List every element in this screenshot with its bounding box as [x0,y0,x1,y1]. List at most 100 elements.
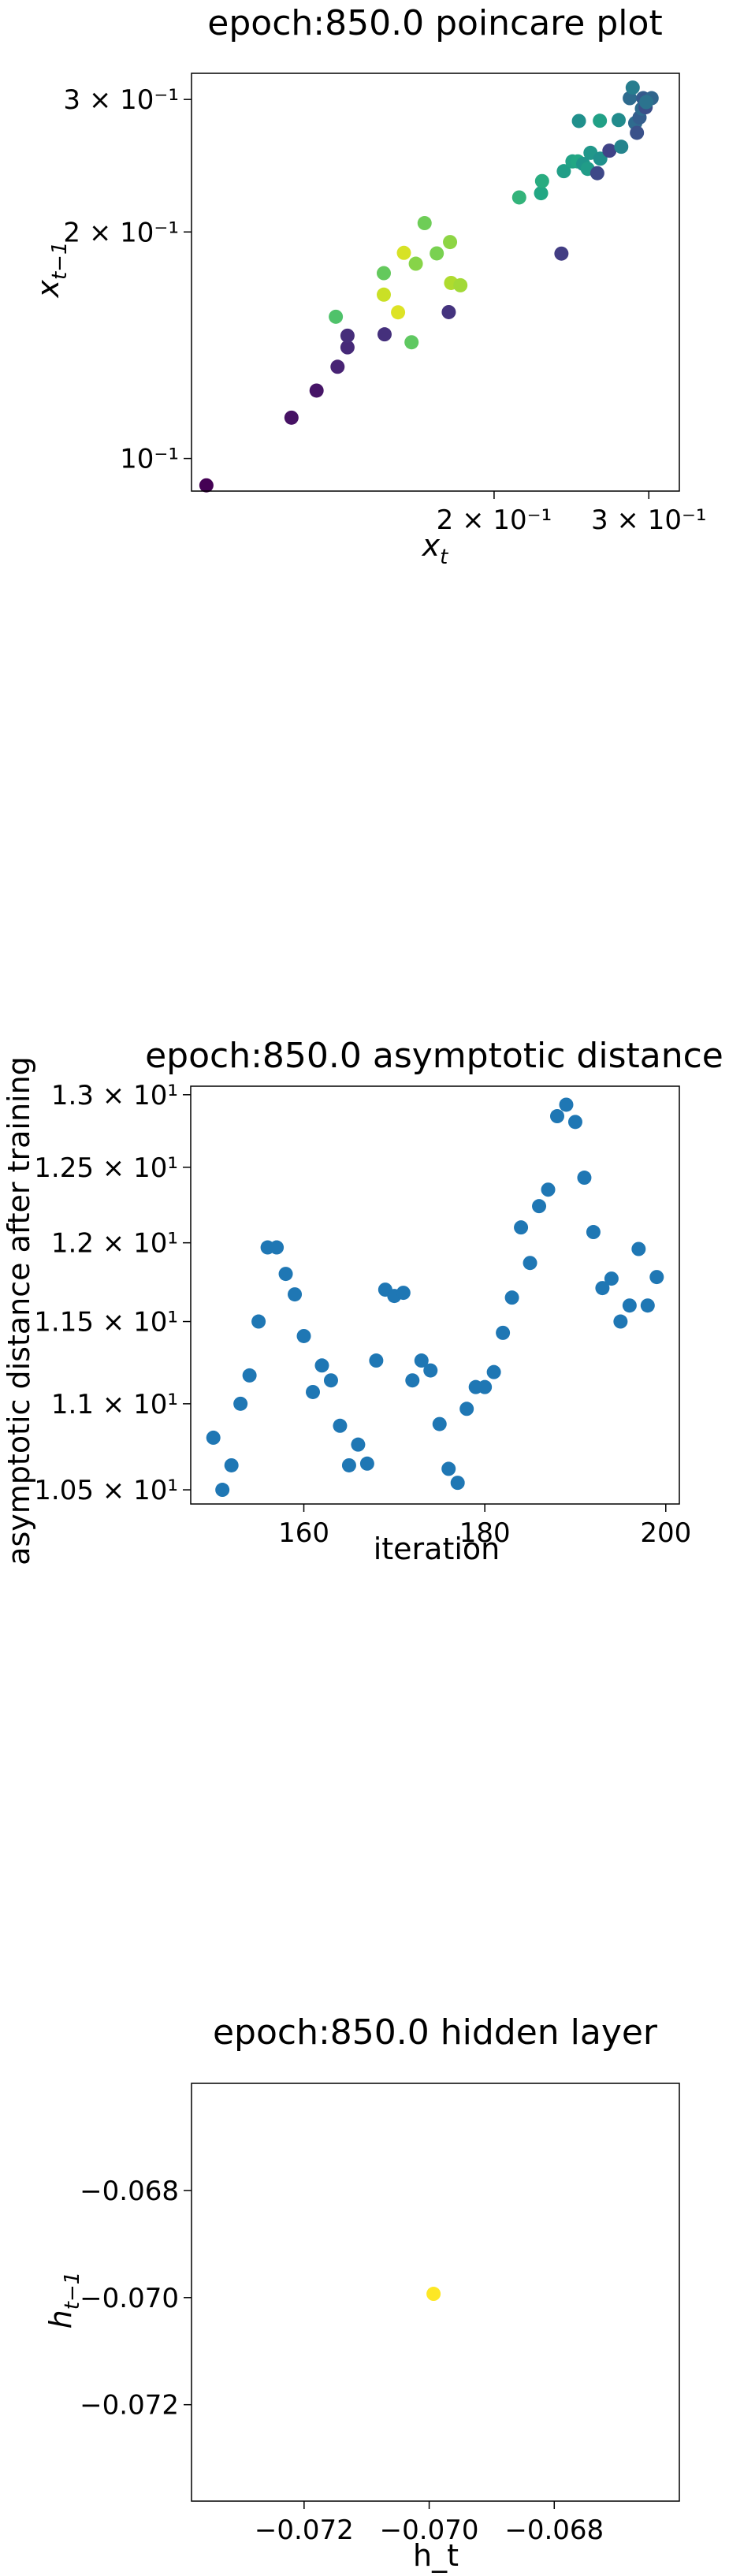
y-tick-label: 1.05 × 10¹ [34,1475,178,1506]
y-tick-label: 1.1 × 10¹ [51,1389,178,1420]
data-point [631,1241,646,1256]
y-tick-label: 10⁻¹ [120,444,179,475]
y-axis-label: xt−1 [31,241,72,298]
data-point [270,1240,285,1255]
data-point [404,335,419,350]
y-tick-label: 2 × 10⁻¹ [63,217,179,248]
y-tick-label: 1.25 × 10¹ [34,1152,178,1184]
plot-frame [191,73,680,492]
data-point [288,1287,303,1302]
data-point [314,1358,329,1373]
y-tick-label: 1.15 × 10¹ [34,1307,178,1338]
data-point [611,113,626,128]
x-tick-label: 2 × 10⁻¹ [437,504,552,536]
data-point [340,328,355,343]
x-axis-label: iteration [374,1532,500,1566]
data-point [330,359,345,374]
data-point [459,1402,474,1416]
data-point [486,1364,501,1379]
y-tick-label: 1.3 × 10¹ [51,1080,178,1111]
data-point [414,1353,429,1368]
data-point [640,1298,655,1313]
data-point [376,266,391,281]
data-point [441,304,456,319]
y-tick-label: −0.072 [80,2390,179,2422]
data-point [630,125,645,140]
data-point [441,1461,456,1476]
data-point [595,1281,610,1296]
data-point [430,246,444,261]
y-tick-label: −0.070 [80,2283,179,2314]
data-point [613,1314,628,1329]
data-point [577,1171,592,1186]
data-point [567,1115,582,1130]
data-point [550,1109,564,1124]
data-point [534,186,549,201]
data-point [523,1256,537,1271]
data-point [199,478,214,493]
data-point [329,309,344,324]
data-point [602,143,617,158]
data-point [224,1457,239,1472]
data-point [278,1267,293,1282]
plot-frame [190,1085,680,1505]
poincare-plot-panel: epoch:850.0 poincare plot xt xt−1 2 × 10… [31,3,707,569]
x-tick-label: 3 × 10⁻¹ [591,504,707,536]
data-point [396,1286,411,1301]
y-axis-label: asymptotic distance after training [2,1056,36,1565]
data-point [405,1373,420,1388]
data-point [333,1418,348,1433]
data-point [622,1298,637,1313]
data-point [554,246,569,261]
data-point [443,235,458,250]
data-point [639,95,654,110]
x-axis-label: h_t [413,2538,459,2573]
plot-frame [191,2083,680,2502]
data-point [215,1483,230,1498]
data-point [341,1457,356,1472]
chart-title: epoch:850.0 hidden layer [213,2012,658,2053]
data-point [376,287,391,302]
data-point [251,1314,266,1329]
data-point [496,1325,511,1340]
data-point [614,140,629,154]
data-point [478,1379,493,1394]
y-tick-label: 3 × 10⁻¹ [63,84,179,116]
data-point [559,1097,574,1112]
data-point [532,1199,547,1214]
data-point [351,1437,366,1452]
y-axis-label: ht−1 [43,2272,84,2329]
data-point [391,305,406,320]
data-point [369,1353,384,1368]
data-point [511,190,526,205]
chart-title: epoch:850.0 asymptotic distance [145,1036,723,1076]
y-tick-label: −0.068 [80,2176,179,2207]
data-point [296,1328,311,1343]
x-axis-label: xt [422,528,449,569]
data-point [233,1396,248,1411]
data-point [453,277,468,292]
x-tick-label: −0.070 [380,2515,479,2546]
x-tick-label: 200 [640,1517,691,1549]
data-point [432,1416,447,1431]
data-point [556,164,571,179]
data-point [590,166,604,181]
data-point [586,1225,601,1240]
data-point [309,383,324,398]
data-point [649,1270,664,1285]
hidden-layer-panel: epoch:850.0 hidden layer h_t ht−1 −0.072… [43,2012,680,2573]
data-point [323,1373,338,1388]
data-point [625,80,640,95]
y-tick-label: 1.2 × 10¹ [51,1228,178,1260]
data-point [426,2287,441,2302]
data-point [206,1430,221,1445]
data-point [514,1220,529,1235]
data-point [504,1290,519,1305]
x-tick-label: −0.072 [255,2515,354,2546]
data-point [396,245,411,260]
data-point [242,1368,257,1383]
data-point [593,114,608,128]
data-point [423,1363,438,1378]
data-point [593,151,608,166]
